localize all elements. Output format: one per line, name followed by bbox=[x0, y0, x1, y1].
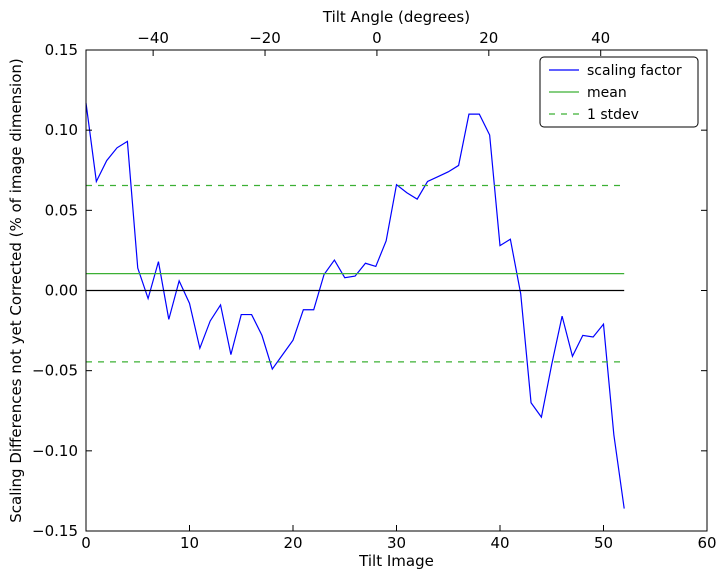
top-axis-label: Tilt Angle (degrees) bbox=[322, 8, 470, 26]
legend-label: 1 stdev bbox=[587, 107, 639, 123]
legend-label: mean bbox=[587, 85, 627, 101]
x-tick-label: 50 bbox=[594, 534, 613, 552]
y-tick-label: −0.15 bbox=[32, 522, 78, 540]
legend-box bbox=[539, 56, 699, 128]
y-axis-label: Scaling Differences not yet Corrected (%… bbox=[7, 58, 25, 523]
top-tick-label: −40 bbox=[137, 29, 169, 47]
series-line-scaling-factor bbox=[85, 102, 625, 509]
plot-series bbox=[85, 102, 625, 509]
x-tick-label: 20 bbox=[283, 534, 302, 552]
x-tick-label: 40 bbox=[490, 534, 509, 552]
legend-label: scaling factor bbox=[587, 63, 682, 79]
top-tick-label: −20 bbox=[249, 29, 281, 47]
top-tick-label: 40 bbox=[591, 29, 610, 47]
y-tick-label: 0.00 bbox=[45, 282, 78, 300]
y-tick-label: 0.05 bbox=[45, 201, 78, 219]
top-tick-label: 20 bbox=[479, 29, 498, 47]
ticks: 0 10 20 30 40 50 60 −0.15 −0.10 −0.05 0.00 0.05 0.10… bbox=[32, 29, 717, 552]
x-tick-label: 0 bbox=[81, 534, 91, 552]
y-tick-label: 0.10 bbox=[45, 121, 78, 139]
x-axis-label: Tilt Image bbox=[358, 552, 434, 570]
y-tick-label: 0.15 bbox=[45, 41, 78, 59]
legend: scaling factor mean 1 stdev bbox=[539, 56, 699, 128]
y-tick-label: −0.10 bbox=[32, 442, 78, 460]
x-tick-label: 10 bbox=[180, 534, 199, 552]
y-tick-label: −0.05 bbox=[32, 362, 78, 380]
x-tick-label: 30 bbox=[387, 534, 406, 552]
x-tick-label: 60 bbox=[697, 534, 716, 552]
top-tick-label: 0 bbox=[372, 29, 382, 47]
